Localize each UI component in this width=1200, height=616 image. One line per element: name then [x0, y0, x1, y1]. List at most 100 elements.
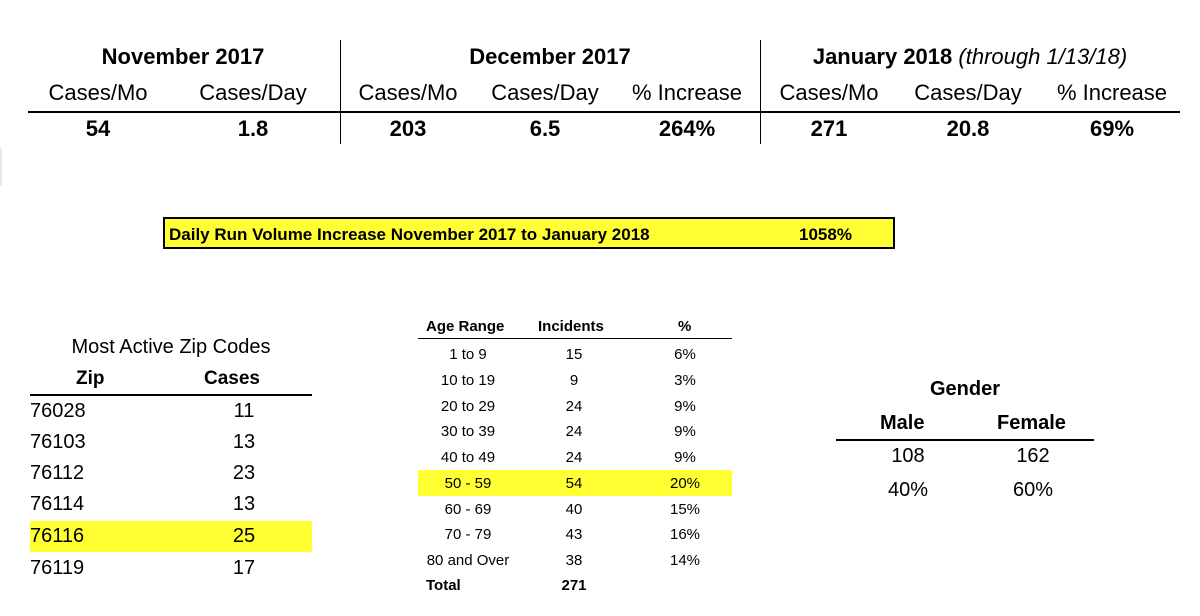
zip-header: Zip — [76, 368, 105, 389]
divider-nov-dec — [340, 40, 341, 144]
daily-run-volume-banner: Daily Run Volume Increase November 2017 … — [163, 217, 895, 249]
november-cases-mo-header: Cases/Mo — [48, 80, 148, 105]
table-row: 20 to 29 24 9% — [418, 393, 732, 419]
zip-value: 76112 — [30, 462, 85, 484]
age-percent-value: 6% — [674, 346, 696, 363]
age-total-value: 271 — [561, 577, 587, 594]
age-incidents-value: 15 — [565, 346, 583, 363]
january-cases-mo-value: 271 — [810, 116, 848, 141]
age-range-table: Age Range Incidents % 1 to 9 15 6% 10 to… — [418, 316, 734, 600]
age-range-value: 40 to 49 — [440, 449, 496, 466]
table-row: 30 to 39 24 9% — [418, 418, 732, 444]
monthly-summary-table: November 2017 Cases/Mo Cases/Day 54 1.8 … — [28, 40, 1180, 148]
january-increase-header: % Increase — [1056, 80, 1168, 105]
january-cases-day-value: 20.8 — [946, 116, 990, 141]
zip-value: 76116 — [30, 525, 85, 547]
december-increase-value: 264% — [658, 116, 716, 141]
table-row: 70 - 79 43 16% — [418, 521, 732, 547]
gender-header-underline — [836, 439, 1094, 441]
zip-cases-value: 23 — [232, 462, 256, 484]
zip-cases-value: 11 — [233, 400, 255, 422]
female-count: 162 — [1016, 445, 1050, 467]
age-incidents-value: 38 — [565, 552, 583, 569]
age-header-underline — [418, 338, 732, 339]
age-range-value: 30 to 39 — [440, 423, 496, 440]
january-title-note: (through 1/13/18) — [958, 44, 1128, 69]
age-percent-value: 15% — [669, 501, 701, 518]
table-row: 40 to 49 24 9% — [418, 444, 732, 470]
table-row: 76119 17 — [30, 553, 312, 584]
banner-value: 1058% — [799, 225, 852, 244]
december-cases-day-header: Cases/Day — [491, 80, 599, 105]
november-title: November 2017 — [101, 44, 265, 69]
january-cases-mo-header: Cases/Mo — [779, 80, 879, 105]
age-percent-value: 9% — [674, 423, 696, 440]
table-row: 10 to 19 9 3% — [418, 367, 732, 393]
cases-header: Cases — [204, 368, 260, 389]
age-incidents-value: 40 — [565, 501, 583, 518]
january-title: January 2018 (through 1/13/18) — [760, 44, 1180, 70]
age-incidents-value: 24 — [565, 398, 583, 415]
january-title-text: January 2018 — [812, 44, 953, 69]
table-row: 76112 23 — [30, 458, 312, 489]
age-incidents-value: 9 — [569, 372, 579, 389]
incidents-header: Incidents — [538, 318, 604, 335]
percent-header: % — [678, 318, 692, 335]
zip-value: 76119 — [30, 557, 85, 579]
age-percent-value: 3% — [674, 372, 696, 389]
table-row: 76114 13 — [30, 489, 312, 520]
male-percent: 40% — [887, 479, 929, 501]
december-cases-mo-header: Cases/Mo — [358, 80, 458, 105]
age-percent-value: 14% — [669, 552, 701, 569]
table-row: 76028 11 — [30, 396, 312, 427]
january-cases-day-header: Cases/Day — [914, 80, 1022, 105]
age-range-value: 1 to 9 — [449, 346, 487, 363]
male-header: Male — [880, 412, 925, 434]
table-row: 60 - 69 40 15% — [418, 496, 732, 522]
banner-label: Daily Run Volume Increase November 2017 … — [169, 225, 650, 244]
table-row: 1 to 9 15 6% — [418, 341, 732, 367]
table-row-total: Total 271 — [418, 572, 732, 598]
zip-value: 76114 — [30, 493, 85, 515]
divider-dec-jan — [760, 40, 761, 144]
november-cases-mo-value: 54 — [85, 116, 111, 141]
age-percent-value: 9% — [674, 449, 696, 466]
table-row: 80 and Over 38 14% — [418, 547, 732, 573]
zip-codes-table: Most Active Zip Codes Zip Cases 76028 11… — [30, 336, 312, 596]
december-title: December 2017 — [469, 44, 631, 69]
december-underline — [340, 111, 760, 113]
table-row-highlighted: 76116 25 — [30, 521, 312, 552]
age-percent-value: 16% — [669, 526, 701, 543]
age-incidents-value: 54 — [565, 475, 583, 492]
january-increase-value: 69% — [1089, 116, 1135, 141]
female-header: Female — [997, 412, 1066, 434]
age-incidents-value: 24 — [565, 449, 583, 466]
zip-codes-title: Most Active Zip Codes — [71, 336, 271, 358]
zip-cases-value: 25 — [232, 525, 256, 547]
zip-value: 76028 — [30, 400, 86, 422]
age-range-value: 20 to 29 — [440, 398, 496, 415]
age-percent-value: 9% — [674, 398, 696, 415]
age-range-value: 10 to 19 — [440, 372, 496, 389]
november-cases-day-header: Cases/Day — [199, 80, 307, 105]
zip-cases-value: 13 — [232, 493, 256, 515]
age-range-value: 60 - 69 — [444, 501, 492, 518]
zip-header-underline — [30, 394, 312, 396]
december-increase-header: % Increase — [631, 80, 743, 105]
age-range-value: 50 - 59 — [444, 475, 492, 492]
december-cases-mo-value: 203 — [389, 116, 427, 141]
male-count: 108 — [891, 445, 925, 467]
edge-artifact — [0, 148, 2, 186]
gender-table: Gender Male Female 108 162 40% 60% — [836, 378, 1094, 508]
zip-value: 76103 — [30, 431, 86, 453]
november-underline — [28, 111, 340, 113]
female-percent: 60% — [1012, 479, 1054, 501]
table-row: 76103 13 — [30, 427, 312, 458]
age-percent-value: 20% — [669, 475, 701, 492]
zip-cases-value: 13 — [232, 431, 256, 453]
age-range-value: 80 and Over — [426, 552, 510, 569]
age-range-header: Age Range — [426, 318, 505, 335]
zip-cases-value: 17 — [232, 557, 256, 579]
december-cases-day-value: 6.5 — [529, 116, 561, 141]
january-underline — [760, 111, 1180, 113]
